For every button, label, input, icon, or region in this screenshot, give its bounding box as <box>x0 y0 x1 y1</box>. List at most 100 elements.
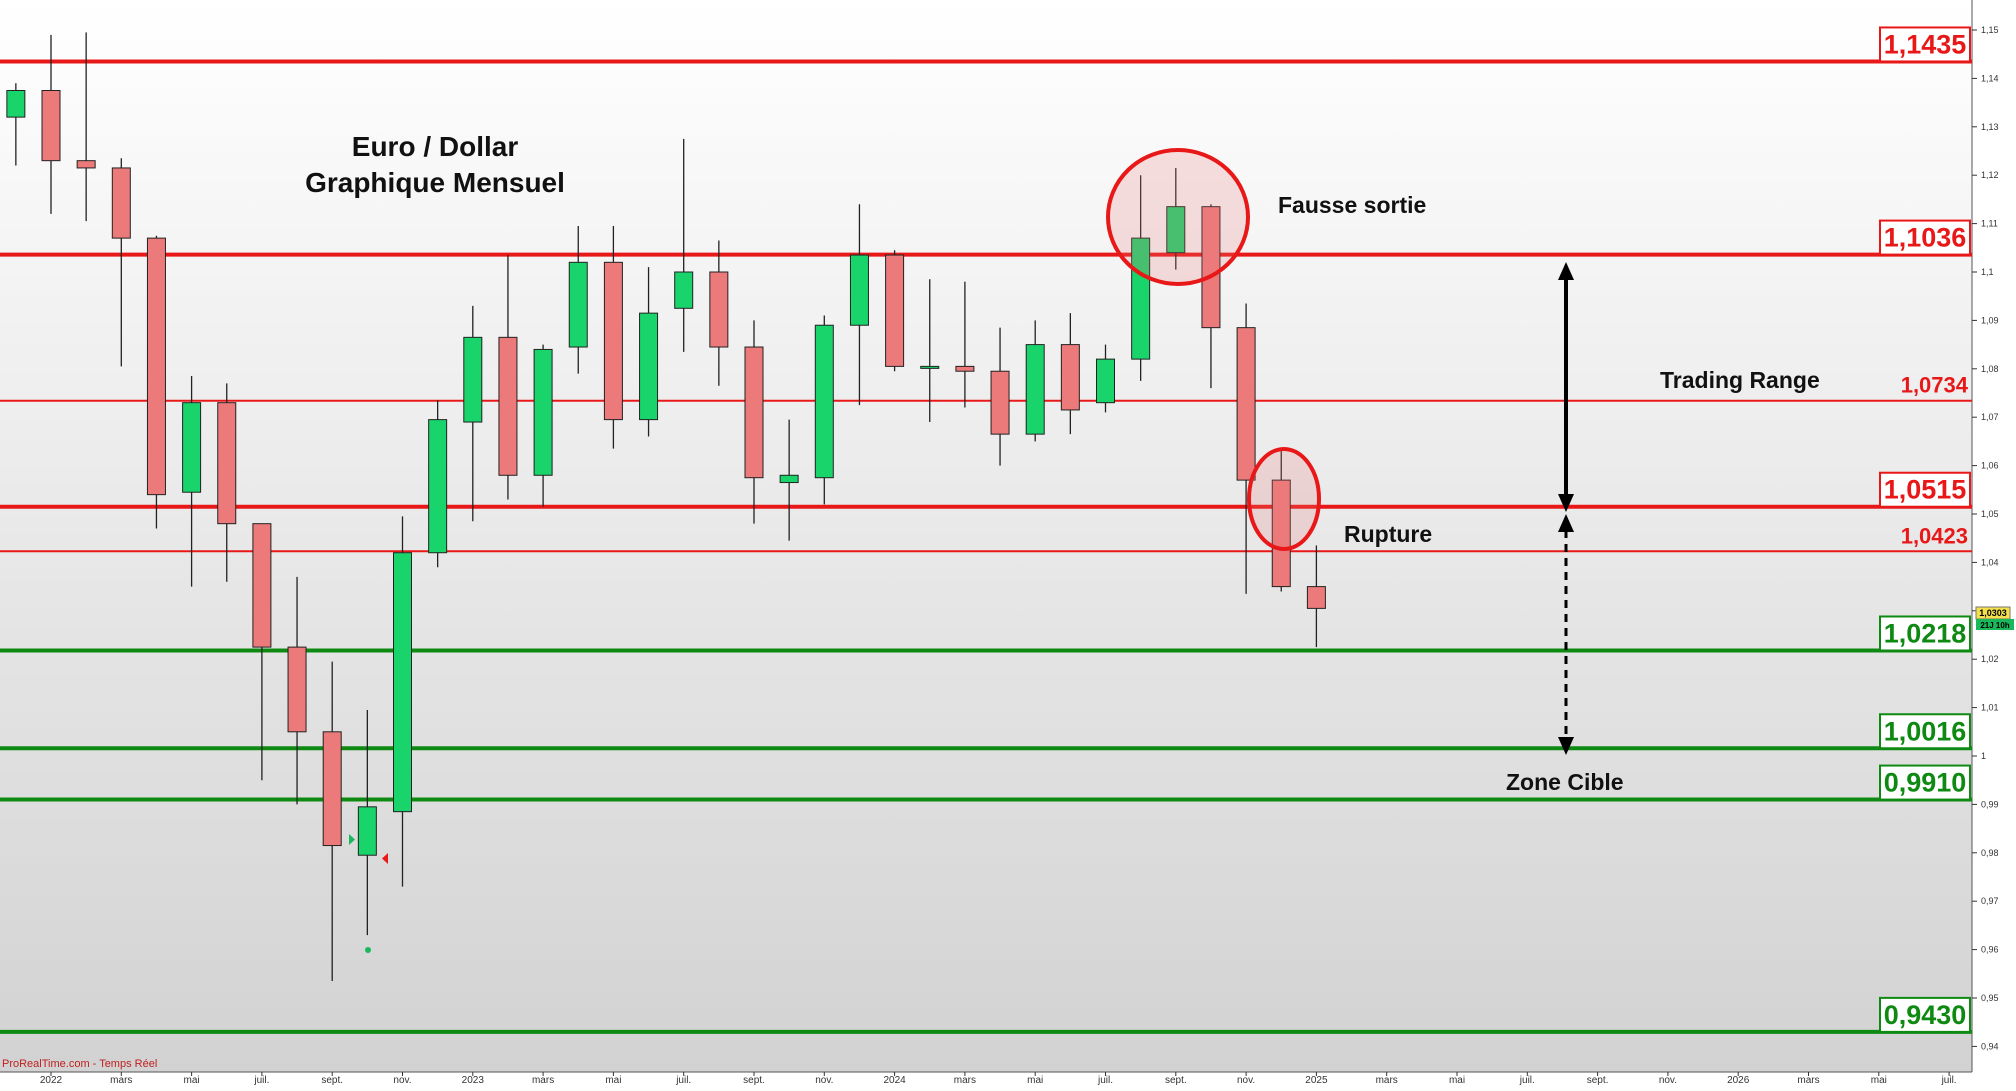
y-tick-label: 0,99 <box>1981 799 1999 809</box>
level-label-0,9430: 0,9430 <box>1884 1000 1967 1030</box>
y-tick-label: 0,98 <box>1981 848 1999 858</box>
y-tick-label: 0,97 <box>1981 896 1999 906</box>
y-tick-label: 1,02 <box>1981 654 1999 664</box>
x-tick-label: juil. <box>1097 1075 1113 1086</box>
candle-body <box>568 261 588 348</box>
price-tag-value: 1,0303 <box>1979 608 2007 618</box>
candle-body <box>674 271 694 309</box>
candle-body <box>1201 206 1221 329</box>
candle-body <box>1096 358 1115 404</box>
candle-body <box>779 474 799 484</box>
chart-title-line2: Graphique Mensuel <box>305 167 565 198</box>
candle-body <box>498 336 518 476</box>
candle-body <box>287 646 307 733</box>
candle-body <box>955 365 975 372</box>
level-label-1,1036: 1,1036 <box>1884 223 1967 253</box>
x-tick-label: sept. <box>321 1075 343 1086</box>
x-tick-label: mars <box>1797 1075 1819 1086</box>
zone-cible-label: Zone Cible <box>1506 769 1624 795</box>
y-tick-label: 1,15 <box>1981 25 1999 35</box>
fausse-sortie-label: Fausse sortie <box>1278 192 1426 218</box>
chart-title-line1: Euro / Dollar <box>352 131 519 162</box>
candle-body <box>744 346 764 479</box>
level-label-1,0016: 1,0016 <box>1884 716 1967 746</box>
signal-dot <box>365 947 371 953</box>
y-tick-label: 1,13 <box>1981 122 1999 132</box>
level-label-1,1435: 1,1435 <box>1884 29 1967 59</box>
candle-body <box>217 402 237 525</box>
candle-body <box>428 419 448 554</box>
candle-body <box>393 552 412 813</box>
x-tick-label: sept. <box>1165 1075 1187 1086</box>
candle-body <box>6 90 26 118</box>
candle-body <box>1025 344 1045 435</box>
candle-body <box>1306 586 1326 609</box>
candle-body <box>76 160 96 169</box>
y-tick-label: 1,08 <box>1981 364 1999 374</box>
candle-body <box>885 254 905 367</box>
x-tick-label: 2023 <box>462 1075 485 1086</box>
x-tick-label: mars <box>1376 1075 1398 1086</box>
plot-background <box>0 0 1972 1072</box>
candle-body <box>814 324 834 479</box>
x-tick-label: mai <box>1449 1075 1465 1086</box>
candle-body <box>920 365 940 369</box>
x-tick-label: 2024 <box>883 1075 906 1086</box>
x-tick-label: nov. <box>815 1075 833 1086</box>
candle-body <box>41 90 61 162</box>
y-tick-label: 1 <box>1981 751 1986 761</box>
rupture-circle <box>1247 447 1321 551</box>
x-tick-label: juil. <box>675 1075 691 1086</box>
y-tick-label: 1,04 <box>1981 557 1999 567</box>
level-label-box-1,1036 <box>1879 219 1971 256</box>
candle-body <box>463 336 483 423</box>
level-label-box-0,9910 <box>1879 764 1971 801</box>
x-tick-label: mai <box>1027 1075 1043 1086</box>
signal-marker-red <box>382 853 388 864</box>
y-tick-label: 0,95 <box>1981 993 1999 1003</box>
x-tick-label: 2025 <box>1305 1075 1328 1086</box>
x-tick-label: 2026 <box>1727 1075 1750 1086</box>
x-tick-label: nov. <box>1237 1075 1255 1086</box>
level-label-box-1,0016 <box>1879 713 1971 750</box>
y-tick-label: 0,96 <box>1981 945 1999 955</box>
x-tick-label: sept. <box>1587 1075 1609 1086</box>
x-tick-label: nov. <box>393 1075 411 1086</box>
candle-body <box>111 167 131 239</box>
level-label-1,0734: 1,0734 <box>1901 373 1969 398</box>
level-label-0,9910: 0,9910 <box>1884 768 1967 798</box>
fausse-sortie-circle <box>1106 148 1250 286</box>
trading-range-arrowhead-top <box>1558 262 1574 280</box>
y-tick-label: 1,1 <box>1981 267 1994 277</box>
y-tick-label: 1,07 <box>1981 412 1999 422</box>
trading-range-arrowhead-bottom <box>1558 494 1574 512</box>
price-tag-sub-box <box>1976 619 2014 630</box>
trading-range-label: Trading Range <box>1660 367 1820 393</box>
y-tick-label: 1,11 <box>1981 219 1998 229</box>
candle-body <box>357 806 377 856</box>
candle-body <box>639 312 659 421</box>
candle-body <box>603 261 623 421</box>
target-arrowhead-top <box>1558 514 1574 532</box>
target-arrowhead-bottom <box>1558 737 1574 755</box>
signal-marker-green <box>349 834 355 845</box>
y-tick-label: 1,05 <box>1981 509 1999 519</box>
level-label-box-1,0218 <box>1879 615 1971 652</box>
level-label-box-0,9430 <box>1879 996 1971 1033</box>
x-tick-label: mars <box>954 1075 976 1086</box>
x-tick-label: nov. <box>1659 1075 1677 1086</box>
candle-body <box>322 731 342 847</box>
x-tick-label: juil. <box>253 1075 269 1086</box>
x-tick-label: mai <box>605 1075 621 1086</box>
level-label-1,0515: 1,0515 <box>1884 475 1967 505</box>
candle-body <box>1236 327 1256 481</box>
x-tick-label: sept. <box>743 1075 765 1086</box>
x-tick-label: mai <box>1871 1075 1887 1086</box>
y-tick-label: 0,94 <box>1981 1041 1999 1051</box>
x-tick-label: mai <box>184 1075 200 1086</box>
candle-body <box>533 348 553 476</box>
level-label-1,0423: 1,0423 <box>1901 523 1968 548</box>
y-tick-label: 1,09 <box>1981 315 1999 325</box>
